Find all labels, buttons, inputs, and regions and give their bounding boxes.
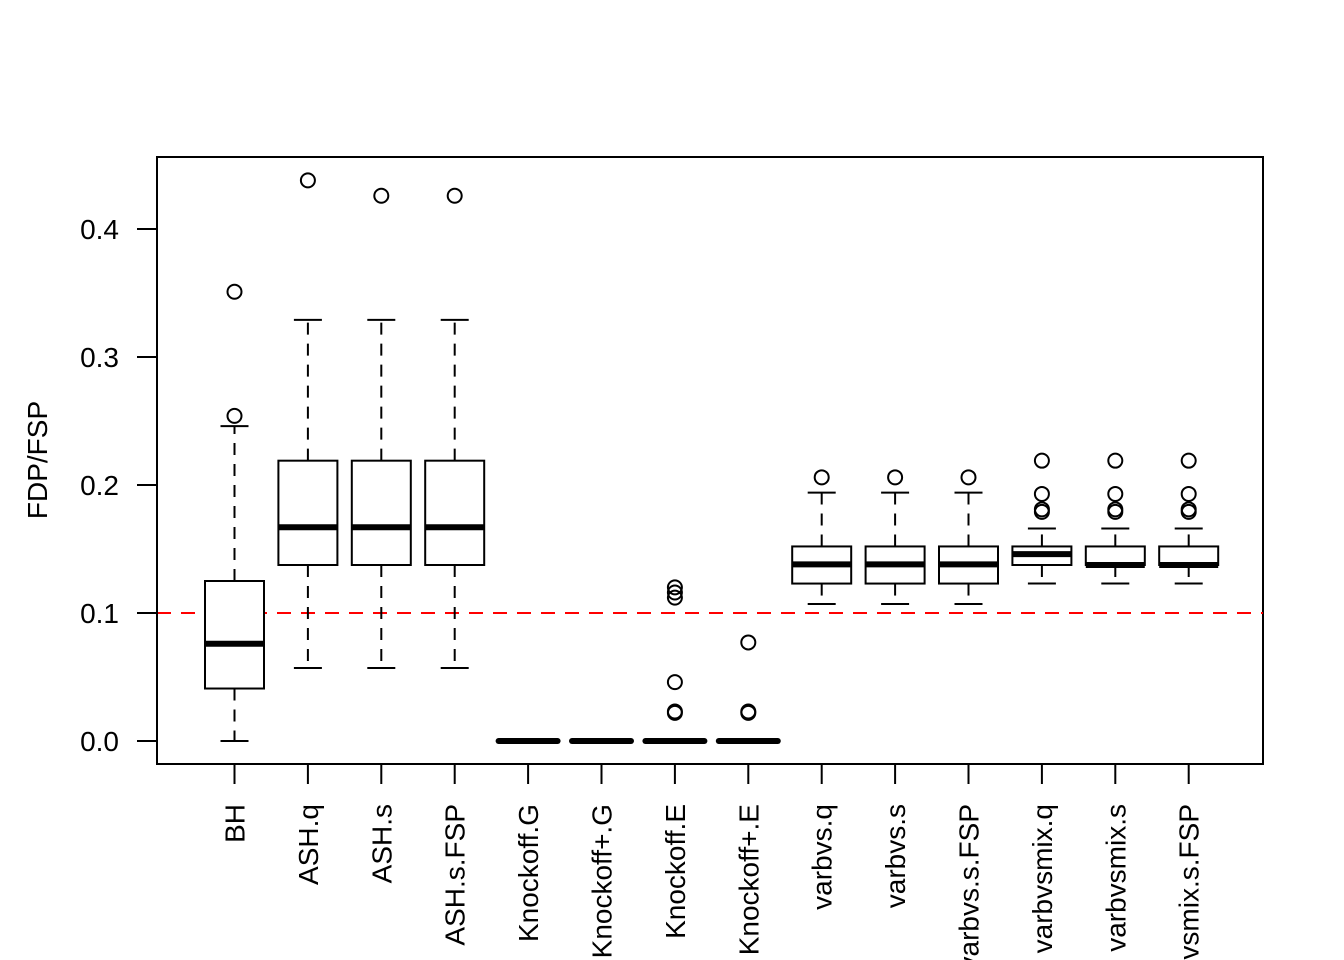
box-ash-s-fsp — [424, 187, 486, 670]
y-tick-label: 0.0 — [80, 726, 119, 757]
box-ash-s — [350, 187, 412, 670]
box-iqr — [424, 459, 486, 566]
box-varbvsmix-s-fsp — [1158, 452, 1220, 585]
x-tick-label: varbvsmix.s.FSP — [1174, 804, 1205, 960]
y-tick-label: 0.1 — [80, 598, 119, 629]
box-iqr — [350, 459, 412, 566]
box-knockoff-e — [715, 634, 781, 744]
box-bh — [204, 283, 265, 742]
outlier-point — [226, 283, 243, 300]
box-varbvsmix-q — [1011, 452, 1073, 585]
box-varbvs-q — [791, 469, 853, 606]
x-tick-label: Knockoff.G — [513, 804, 544, 942]
outlier-point — [1180, 485, 1197, 502]
outlier-point — [740, 704, 757, 721]
box-iqr — [277, 459, 339, 566]
x-tick-label: ASH.s — [366, 804, 397, 883]
outlier-point — [666, 584, 683, 601]
outlier-point — [666, 704, 683, 721]
outlier-point — [1033, 485, 1050, 502]
outlier-point — [1107, 503, 1124, 520]
outlier-point — [666, 674, 683, 691]
x-tick-label: Knockoff+.E — [733, 804, 764, 955]
outlier-point — [1180, 503, 1197, 520]
y-tick-label: 0.4 — [80, 214, 119, 245]
outlier-point — [813, 469, 830, 486]
x-tick-label: Knockoff.E — [660, 804, 691, 939]
x-tick-label: varbvs.q — [807, 804, 838, 910]
box-iqr — [204, 580, 265, 690]
outlier-point — [887, 469, 904, 486]
box-varbvsmix-s — [1084, 452, 1146, 585]
boxes-group — [204, 172, 1220, 744]
x-axis: BH ASH.q ASH.s ASH.s.FSP Knockoff.G Knockoff+… — [220, 763, 1205, 960]
outlier-point — [1180, 452, 1197, 469]
x-tick-label: ASH.s.FSP — [440, 804, 471, 946]
outlier-point — [1107, 485, 1124, 502]
x-tick-label: varbvsmix.s — [1100, 804, 1131, 952]
outlier-point — [1033, 452, 1050, 469]
outlier-point — [1033, 503, 1050, 520]
y-axis-label: FDP/FSP — [22, 401, 53, 519]
outlier-point — [373, 187, 390, 204]
outlier-point — [666, 589, 683, 606]
outlier-point — [1107, 452, 1124, 469]
box-knockoff-e — [642, 579, 708, 744]
outlier-point — [299, 172, 316, 189]
box-varbvs-s-fsp — [938, 469, 999, 606]
outlier-point — [960, 469, 977, 486]
x-tick-label: BH — [220, 804, 251, 843]
x-tick-label: varbvs.s — [880, 804, 911, 908]
outlier-point — [666, 579, 683, 596]
x-tick-label: Knockoff+.G — [587, 804, 618, 958]
outlier-point — [226, 407, 243, 424]
x-tick-label: ASH.q — [293, 804, 324, 885]
y-tick-label: 0.2 — [80, 470, 119, 501]
x-tick-label: varbvs.s.FSP — [954, 804, 985, 960]
outlier-point — [446, 187, 463, 204]
y-axis: 0.0 0.1 0.2 0.3 0.4 — [80, 214, 158, 757]
box-ash-q — [277, 172, 339, 670]
box-varbvs-s — [864, 469, 926, 606]
x-tick-label: varbvsmix.q — [1027, 804, 1058, 953]
outlier-point — [740, 634, 757, 651]
y-tick-label: 0.3 — [80, 342, 119, 373]
